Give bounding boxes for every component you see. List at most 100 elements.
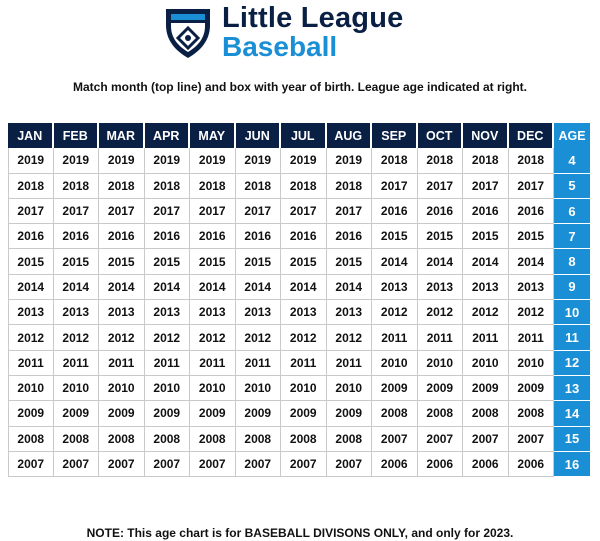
birth-year-cell: 2007 bbox=[508, 426, 554, 452]
birth-year-cell: 2016 bbox=[235, 224, 281, 250]
birth-year-cell: 2012 bbox=[99, 325, 145, 351]
birth-year-cell: 2011 bbox=[417, 325, 463, 351]
birth-year-cell: 2015 bbox=[190, 249, 236, 275]
birth-year-cell: 2018 bbox=[417, 148, 463, 174]
birth-year-cell: 2014 bbox=[463, 249, 509, 275]
birth-year-cell: 2010 bbox=[8, 375, 54, 402]
birth-year-cell: 2018 bbox=[281, 173, 327, 199]
birth-year-cell: 2008 bbox=[281, 426, 327, 452]
birth-year-cell: 2014 bbox=[508, 249, 554, 275]
birth-year-cell: 2010 bbox=[144, 375, 190, 402]
birth-year-cell: 2012 bbox=[281, 325, 327, 351]
birth-year-cell: 2009 bbox=[99, 401, 145, 427]
table-row: 2007 2007 2007 2007 2007 2007 2007 2007 2006 2006… bbox=[8, 451, 590, 478]
birth-year-cell: 2010 bbox=[417, 350, 463, 376]
birth-year-cell: 2014 bbox=[190, 274, 236, 301]
birth-year-cell: 2018 bbox=[463, 148, 509, 174]
birth-year-cell: 2010 bbox=[235, 375, 281, 402]
birth-year-cell: 2016 bbox=[463, 198, 509, 225]
table-row: 2017 2017 2017 2017 2017 2017 2017 2017 2016 2016… bbox=[8, 198, 590, 225]
birth-year-cell: 2006 bbox=[463, 451, 509, 478]
logo-title: Little League bbox=[222, 2, 404, 34]
birth-year-cell: 2013 bbox=[463, 274, 509, 301]
table-row: 2018 2018 2018 2018 2018 2018 2018 2018 2017 2017… bbox=[8, 173, 590, 199]
birth-year-cell: 2006 bbox=[372, 451, 418, 478]
month-header-jan: JAN bbox=[8, 123, 54, 149]
birth-year-cell: 2011 bbox=[281, 350, 327, 376]
birth-year-cell: 2019 bbox=[190, 148, 236, 174]
birth-year-cell: 2007 bbox=[326, 451, 372, 478]
birth-year-cell: 2015 bbox=[99, 249, 145, 275]
birth-year-cell: 2016 bbox=[508, 198, 554, 225]
birth-year-cell: 2010 bbox=[53, 375, 99, 402]
birth-year-cell: 2017 bbox=[508, 173, 554, 199]
league-age-cell: 5 bbox=[554, 173, 590, 199]
instruction-text: Match month (top line) and box with year… bbox=[72, 80, 528, 94]
month-header-sep: SEP bbox=[372, 123, 418, 149]
birth-year-cell: 2010 bbox=[281, 375, 327, 402]
birth-year-cell: 2010 bbox=[463, 350, 509, 376]
header-row: JAN FEB MAR APR MAY JUN JUL AUG SEP OCT NOV DEC AGE bbox=[8, 123, 590, 149]
month-header-jul: JUL bbox=[281, 123, 327, 149]
birth-year-cell: 2013 bbox=[190, 300, 236, 326]
table-row: 2015 2015 2015 2015 2015 2015 2015 2015 2014 2014… bbox=[8, 249, 590, 275]
birth-year-cell: 2014 bbox=[372, 249, 418, 275]
birth-year-cell: 2009 bbox=[8, 401, 54, 427]
birth-year-cell: 2018 bbox=[235, 173, 281, 199]
birth-year-cell: 2014 bbox=[144, 274, 190, 301]
birth-year-cell: 2016 bbox=[326, 224, 372, 250]
birth-year-cell: 2011 bbox=[508, 325, 554, 351]
birth-year-cell: 2013 bbox=[8, 300, 54, 326]
league-age-cell: 12 bbox=[554, 350, 590, 376]
birth-year-cell: 2016 bbox=[281, 224, 327, 250]
league-age-cell: 10 bbox=[554, 300, 590, 326]
birth-year-cell: 2013 bbox=[144, 300, 190, 326]
age-chart-table: JAN FEB MAR APR MAY JUN JUL AUG SEP OCT NOV DEC AGE … bbox=[8, 123, 590, 478]
birth-year-cell: 2019 bbox=[53, 148, 99, 174]
league-age-cell: 9 bbox=[554, 274, 590, 301]
league-age-cell: 4 bbox=[554, 148, 590, 174]
birth-year-cell: 2013 bbox=[417, 274, 463, 301]
league-age-cell: 6 bbox=[554, 198, 590, 225]
birth-year-cell: 2008 bbox=[326, 426, 372, 452]
footnote: NOTE: This age chart is for BASEBALL DIV… bbox=[86, 526, 514, 540]
birth-year-cell: 2009 bbox=[281, 401, 327, 427]
birth-year-cell: 2012 bbox=[8, 325, 54, 351]
month-header-dec: DEC bbox=[508, 123, 554, 149]
birth-year-cell: 2015 bbox=[508, 224, 554, 250]
birth-year-cell: 2019 bbox=[281, 148, 327, 174]
birth-year-cell: 2009 bbox=[463, 375, 509, 402]
month-header-nov: NOV bbox=[463, 123, 509, 149]
birth-year-cell: 2012 bbox=[190, 325, 236, 351]
birth-year-cell: 2011 bbox=[99, 350, 145, 376]
birth-year-cell: 2014 bbox=[281, 274, 327, 301]
birth-year-cell: 2013 bbox=[235, 300, 281, 326]
birth-year-cell: 2013 bbox=[53, 300, 99, 326]
birth-year-cell: 2013 bbox=[372, 274, 418, 301]
league-age-cell: 13 bbox=[554, 375, 590, 402]
birth-year-cell: 2011 bbox=[235, 350, 281, 376]
birth-year-cell: 2014 bbox=[8, 274, 54, 301]
birth-year-cell: 2010 bbox=[190, 375, 236, 402]
league-age-cell: 11 bbox=[554, 325, 590, 351]
birth-year-cell: 2011 bbox=[190, 350, 236, 376]
birth-year-cell: 2016 bbox=[144, 224, 190, 250]
birth-year-cell: 2015 bbox=[326, 249, 372, 275]
league-age-cell: 14 bbox=[554, 401, 590, 427]
birth-year-cell: 2017 bbox=[144, 198, 190, 225]
birth-year-cell: 2010 bbox=[372, 350, 418, 376]
birth-year-cell: 2011 bbox=[372, 325, 418, 351]
league-age-cell: 8 bbox=[554, 249, 590, 275]
birth-year-cell: 2014 bbox=[99, 274, 145, 301]
birth-year-cell: 2007 bbox=[235, 451, 281, 478]
birth-year-cell: 2008 bbox=[463, 401, 509, 427]
birth-year-cell: 2019 bbox=[144, 148, 190, 174]
birth-year-cell: 2015 bbox=[235, 249, 281, 275]
birth-year-cell: 2006 bbox=[508, 451, 554, 478]
birth-year-cell: 2011 bbox=[8, 350, 54, 376]
league-age-cell: 16 bbox=[554, 451, 590, 478]
birth-year-cell: 2018 bbox=[372, 148, 418, 174]
birth-year-cell: 2012 bbox=[144, 325, 190, 351]
birth-year-cell: 2010 bbox=[508, 350, 554, 376]
birth-year-cell: 2015 bbox=[8, 249, 54, 275]
